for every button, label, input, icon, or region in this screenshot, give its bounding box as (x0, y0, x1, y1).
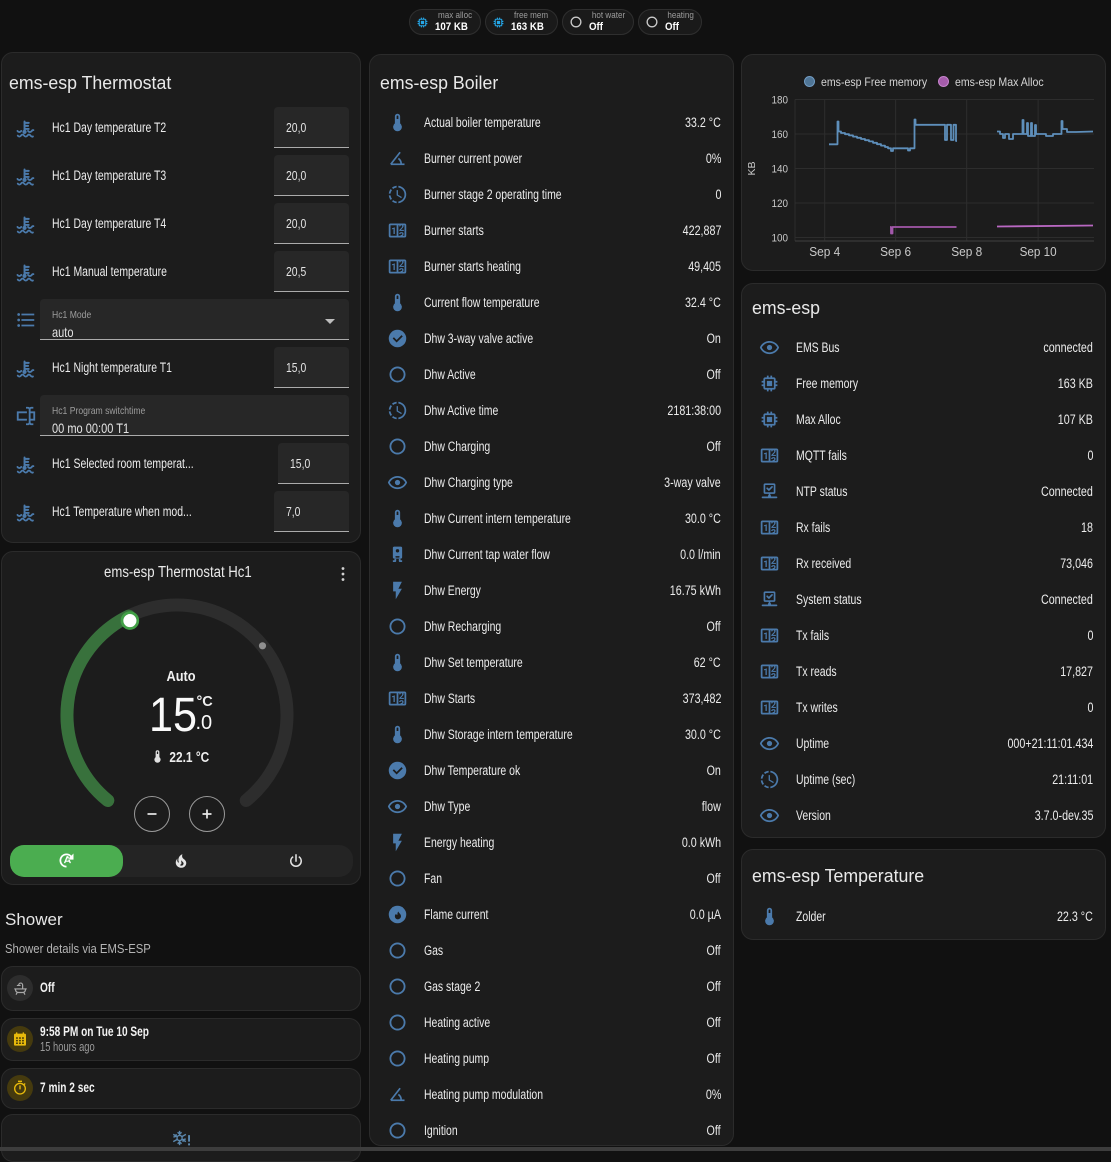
svg-text:Sep 4: Sep 4 (809, 245, 840, 259)
svg-text:160: 160 (772, 129, 789, 141)
svg-text:KB: KB (746, 162, 758, 176)
svg-text:Sep 6: Sep 6 (880, 245, 911, 259)
svg-text:140: 140 (772, 164, 789, 176)
svg-text:Sep 10: Sep 10 (1020, 245, 1057, 259)
svg-text:120: 120 (772, 198, 789, 210)
svg-text:100: 100 (772, 233, 789, 245)
svg-text:180: 180 (772, 95, 789, 107)
svg-text:Sep 8: Sep 8 (951, 245, 982, 259)
